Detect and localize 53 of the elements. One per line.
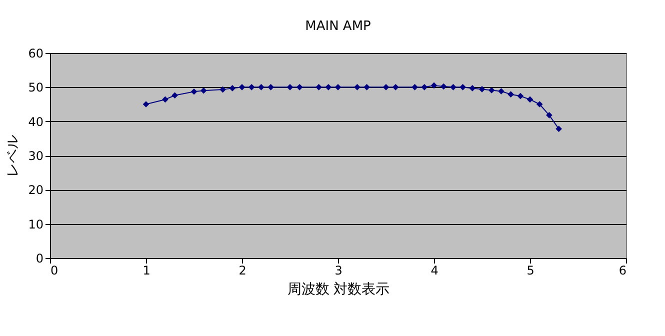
point	[392, 84, 399, 90]
point	[517, 92, 524, 100]
point	[220, 86, 226, 93]
point	[334, 84, 342, 90]
point	[200, 87, 207, 94]
y-tick-label: 30	[28, 149, 44, 163]
y-axis-title: レベル	[5, 135, 22, 177]
y-tick-label: 0	[36, 252, 44, 266]
x-tick-label: 3	[334, 264, 342, 278]
point	[354, 84, 360, 90]
y-tick-label: 50	[28, 80, 44, 95]
point	[162, 96, 168, 103]
point	[382, 84, 390, 90]
point	[412, 84, 418, 90]
point	[248, 84, 255, 90]
point	[536, 101, 543, 108]
y-tick-label: 10	[28, 217, 44, 232]
point	[286, 84, 294, 90]
point	[229, 85, 236, 92]
x-tick-label: 2	[238, 264, 246, 278]
x-axis-title: 周波数 対数表示	[287, 282, 390, 298]
chart-title: MAIN AMP	[305, 19, 372, 34]
point	[258, 84, 264, 90]
point	[316, 84, 322, 90]
point	[172, 92, 178, 99]
point	[325, 84, 332, 90]
point	[478, 86, 486, 92]
x-tick-label: 1	[142, 264, 150, 278]
point	[440, 83, 447, 90]
point	[498, 88, 504, 94]
x-tick-label: 5	[526, 264, 534, 278]
point	[460, 84, 466, 90]
point	[421, 84, 428, 90]
y-tick-label: 40	[28, 114, 44, 129]
y-tick-label: 60	[28, 46, 44, 60]
point	[508, 91, 514, 98]
x-tick-label: 6	[618, 264, 626, 278]
point	[190, 88, 198, 95]
y-tick-label: 20	[28, 183, 44, 198]
point	[526, 96, 534, 103]
point	[238, 84, 246, 90]
point	[488, 87, 495, 94]
point	[364, 84, 370, 90]
point	[430, 82, 438, 89]
point	[296, 84, 303, 90]
point	[450, 84, 456, 90]
point	[546, 112, 552, 118]
x-tick-label: 0	[50, 264, 58, 278]
point	[142, 101, 150, 108]
x-tick-label: 4	[430, 264, 438, 278]
point	[268, 84, 274, 90]
point	[469, 85, 476, 92]
point	[556, 126, 562, 132]
